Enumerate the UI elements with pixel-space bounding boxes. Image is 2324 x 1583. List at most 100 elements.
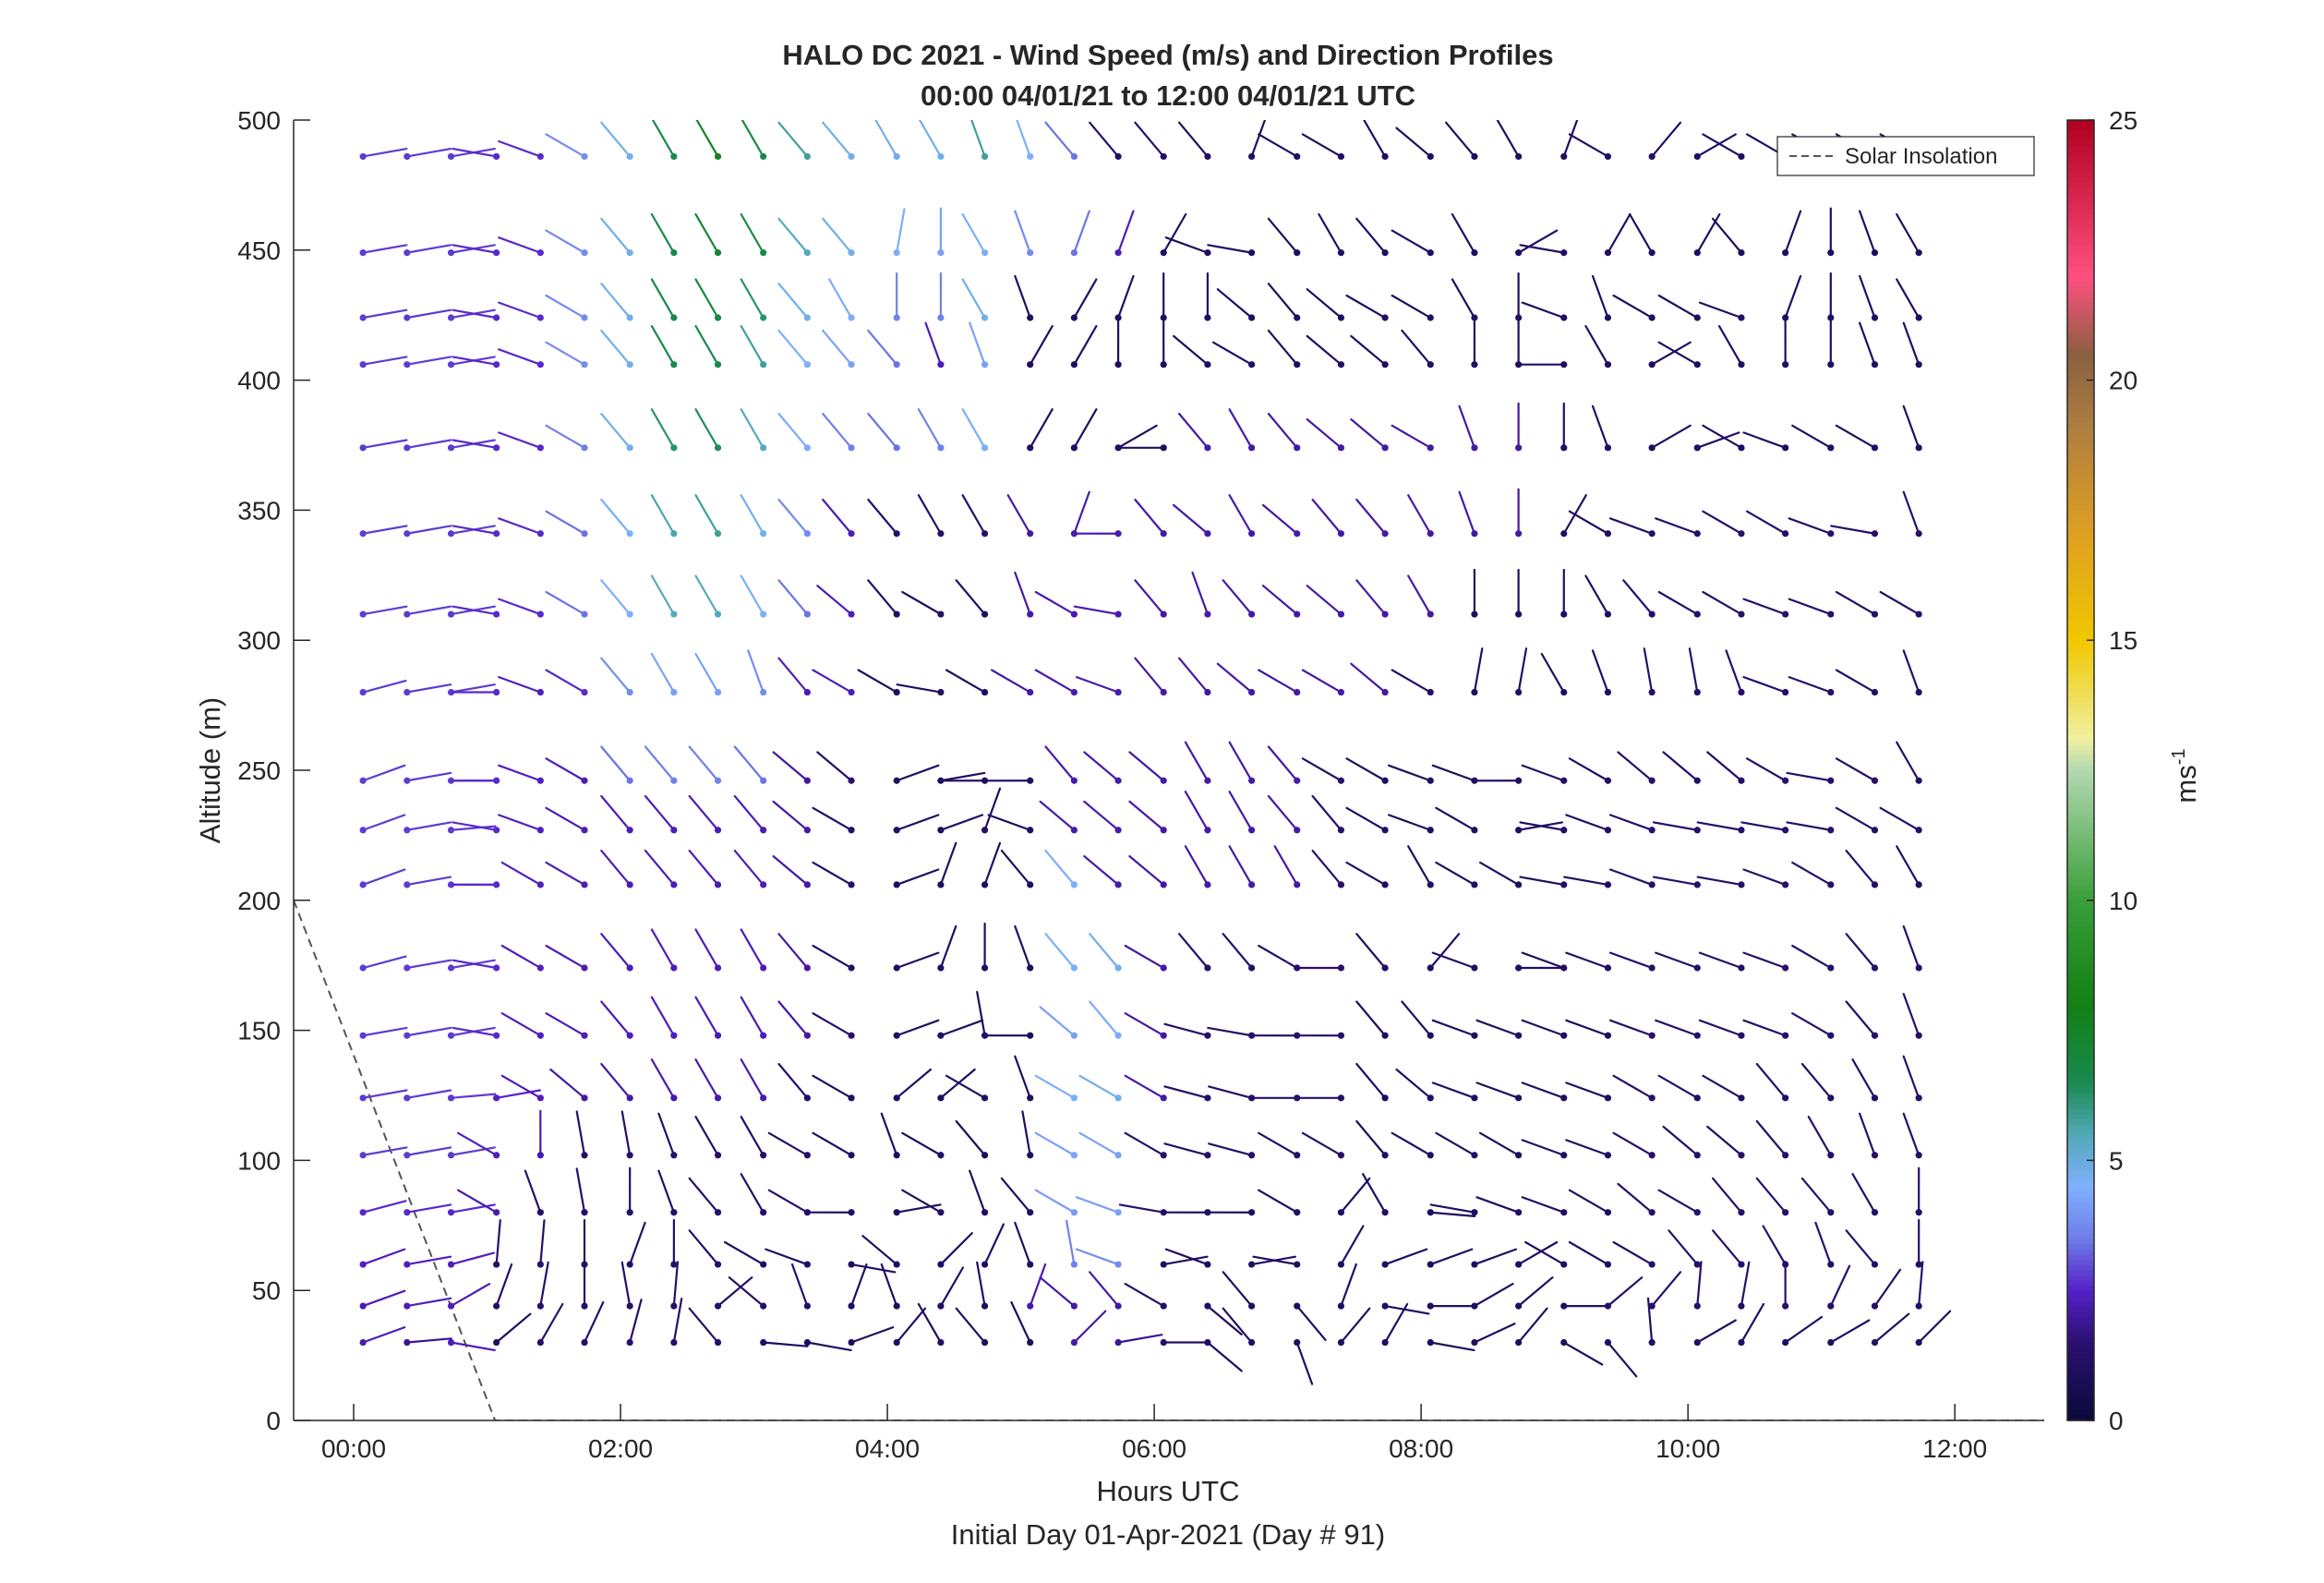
x-axis-sublabel: Initial Day 01-Apr-2021 (Day # 91) [951, 1518, 1385, 1551]
wind-barb-station-dot [1114, 530, 1121, 537]
wind-barb-station-dot [1027, 610, 1033, 617]
wind-barb-station-dot [1204, 153, 1210, 160]
colorbar-segment [2067, 308, 2094, 313]
wind-barb-station-dot [1204, 778, 1210, 784]
wind-barb-station-dot [1427, 1339, 1434, 1346]
colorbar-segment [2067, 864, 2094, 869]
colorbar-tick-label: 15 [2109, 626, 2137, 655]
wind-barb-station-dot [760, 1152, 766, 1158]
colorbar-segment [2067, 947, 2094, 952]
colorbar-segment [2067, 776, 2094, 781]
colorbar-segment [2067, 1046, 2094, 1052]
colorbar-segment [2067, 464, 2094, 469]
wind-barb-station-dot [1248, 530, 1255, 537]
wind-barb-station-dot [1605, 444, 1611, 451]
wind-barb-station-dot [715, 361, 721, 368]
y-tick-label: 300 [237, 626, 281, 655]
colorbar-segment [2067, 984, 2094, 989]
wind-barb-station-dot [581, 1209, 587, 1215]
wind-barb-station-dot [1382, 689, 1389, 695]
wind-barb-station-dot [448, 444, 454, 451]
wind-barb-station-dot [1782, 778, 1788, 784]
wind-barb-station-dot [1248, 827, 1255, 833]
colorbar-segment [2067, 1300, 2094, 1306]
wind-barb-station-dot [760, 1261, 766, 1267]
colorbar-segment [2067, 853, 2094, 859]
wind-barb-station-dot [804, 827, 811, 833]
wind-barb-station-dot [1560, 153, 1567, 160]
wind-barb-station-dot [1071, 1302, 1078, 1309]
wind-barb-station-dot [1649, 314, 1656, 320]
colorbar-segment [2067, 838, 2094, 843]
wind-barb-station-dot [1605, 1261, 1611, 1267]
wind-barb-station-dot [1471, 610, 1477, 617]
wind-barb-station-dot [360, 827, 367, 833]
wind-barb-station-dot [981, 1261, 988, 1267]
wind-barb-station-dot [894, 1094, 900, 1101]
wind-barb-station-dot [627, 827, 633, 833]
wind-barb-station-dot [403, 361, 410, 368]
wind-barb-station-dot [1114, 881, 1121, 888]
colorbar-segment [2067, 333, 2094, 339]
wind-barb-station-dot [1027, 1094, 1033, 1101]
colorbar-segment [2067, 381, 2094, 386]
wind-barb-station-dot [848, 778, 854, 784]
wind-barb-station-dot [1916, 1302, 1922, 1309]
wind-barb-station-dot [1427, 1094, 1434, 1101]
colorbar-segment [2067, 172, 2094, 177]
wind-barb-station-dot [1204, 361, 1210, 368]
wind-barb-station-dot [1872, 1033, 1878, 1039]
colorbar-segment [2067, 594, 2094, 599]
colorbar-segment [2067, 1150, 2094, 1155]
wind-barb-station-dot [1427, 153, 1434, 160]
wind-barb-station-dot [1515, 314, 1522, 320]
wind-barb-station-dot [1605, 1152, 1611, 1158]
wind-barb-station-dot [1782, 689, 1788, 695]
colorbar-segment [2067, 1332, 2094, 1337]
colorbar-segment [2067, 1322, 2094, 1327]
colorbar-segment [2067, 952, 2094, 958]
wind-barb-station-dot [1071, 249, 1078, 256]
wind-barb-station-dot [1294, 361, 1300, 368]
wind-barb-station-dot [1515, 1094, 1522, 1101]
wind-barb-station-dot [1427, 1302, 1434, 1309]
wind-barb-station-dot [1161, 964, 1167, 971]
wind-barb-station-dot [848, 314, 854, 320]
wind-barb-station-dot [1338, 1302, 1344, 1309]
colorbar-segment [2067, 1264, 2094, 1270]
colorbar-segment [2067, 193, 2094, 199]
colorbar-segment [2067, 541, 2094, 547]
colorbar-segment [2067, 1358, 2094, 1363]
wind-barb-station-dot [1649, 1261, 1656, 1267]
wind-barb-station-dot [1872, 778, 1878, 784]
wind-barb-station-dot [1248, 249, 1255, 256]
colorbar-segment [2067, 385, 2094, 391]
wind-barb-station-dot [848, 964, 854, 971]
colorbar-segment [2067, 1077, 2094, 1082]
colorbar-segment [2067, 755, 2094, 760]
wind-barb-station-dot [1471, 1152, 1477, 1158]
wind-barb-station-dot [894, 689, 900, 695]
colorbar-segment [2067, 1004, 2094, 1009]
colorbar-segment [2067, 796, 2094, 802]
colorbar-segment [2067, 1197, 2094, 1202]
colorbar-segment [2067, 1124, 2094, 1130]
wind-barb-station-dot [937, 1339, 944, 1346]
wind-barb-station-dot [670, 249, 677, 256]
wind-barb-station-dot [627, 1094, 633, 1101]
colorbar-segment [2067, 203, 2094, 209]
wind-barb-station-dot [448, 314, 454, 320]
plot-area [294, 120, 2044, 1420]
wind-barb-station-dot [1382, 1033, 1389, 1039]
colorbar-segment [2067, 567, 2094, 573]
wind-barb-station-dot [1204, 827, 1210, 833]
wind-barb-station-dot [1827, 530, 1834, 537]
wind-barb-station-dot [1427, 314, 1434, 320]
wind-barb-station-dot [1071, 1209, 1078, 1215]
wind-barb-station-dot [493, 249, 500, 256]
wind-barb-station-dot [848, 1209, 854, 1215]
wind-barb-station-dot [1114, 1302, 1121, 1309]
wind-barb-station-dot [1204, 1261, 1210, 1267]
wind-barb-station-dot [1204, 530, 1210, 537]
